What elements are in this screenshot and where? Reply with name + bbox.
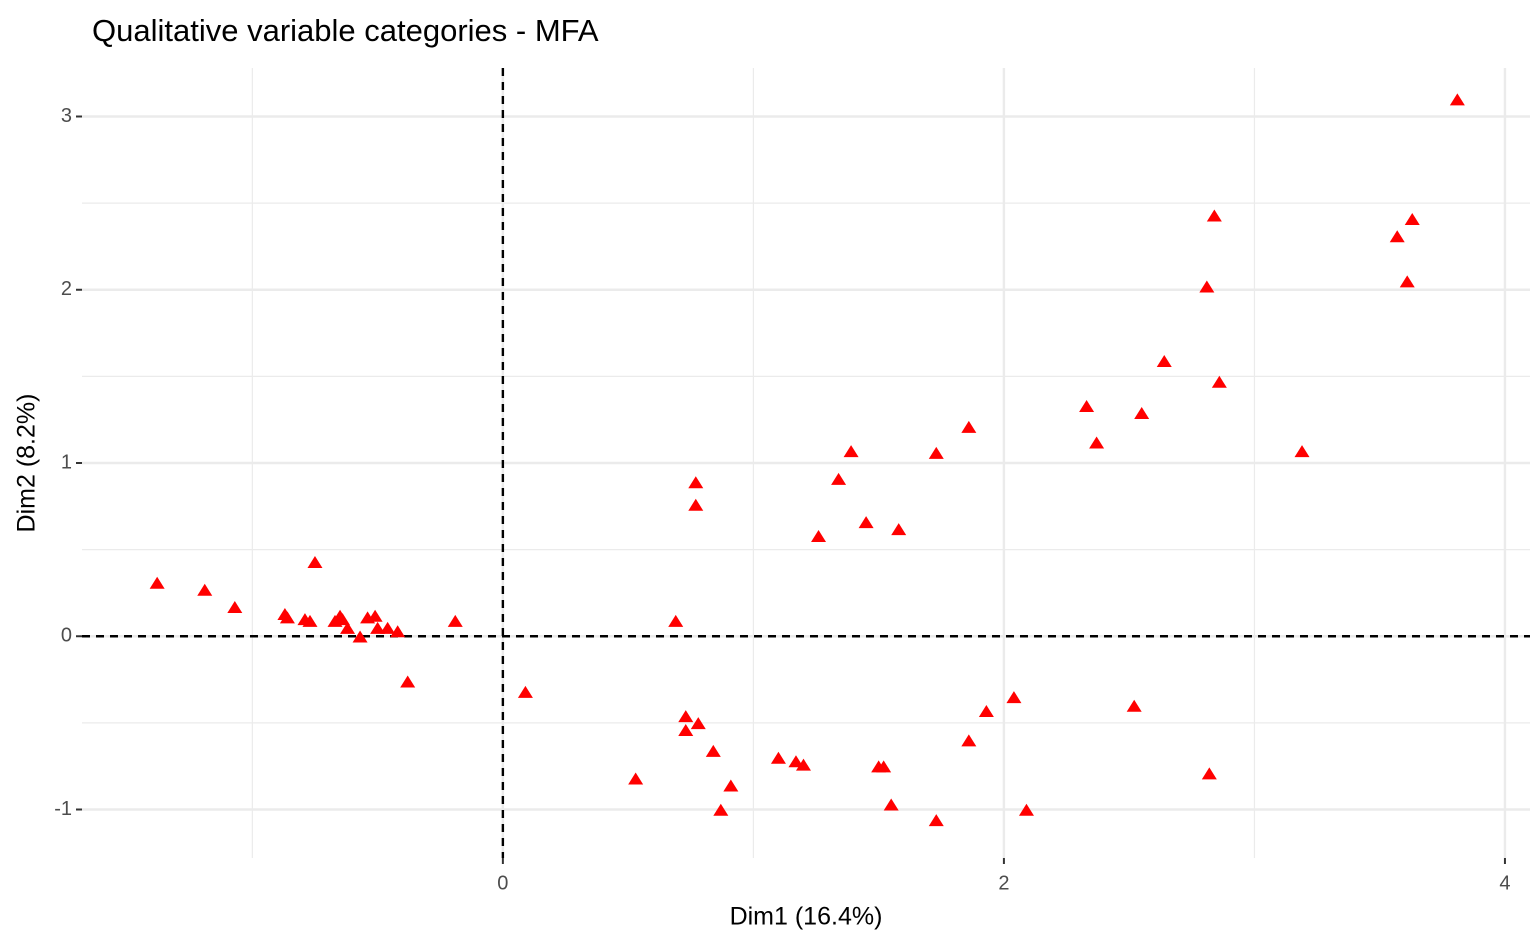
point (1404, 212, 1420, 225)
point (928, 814, 944, 827)
point (858, 516, 874, 529)
point (1134, 406, 1150, 419)
point (978, 704, 994, 717)
point (340, 621, 356, 634)
point (352, 630, 368, 643)
point (770, 751, 786, 764)
x-tick-label: 2 (998, 872, 1009, 894)
point (843, 445, 859, 458)
point (149, 576, 165, 589)
y-axis-title: Dim2 (8.2%) (13, 394, 41, 533)
point (1126, 699, 1142, 712)
point (1206, 209, 1222, 222)
point (678, 710, 694, 723)
point (690, 717, 706, 730)
point (380, 621, 396, 634)
point (1089, 436, 1105, 449)
point (628, 772, 644, 785)
point (370, 621, 386, 634)
point (302, 614, 318, 627)
point (795, 758, 811, 771)
point (367, 609, 383, 622)
point (400, 675, 416, 688)
point (788, 755, 804, 768)
point (1294, 445, 1310, 458)
y-tick-label: 0 (61, 625, 72, 647)
y-tick-label: 1 (61, 451, 72, 473)
point (961, 420, 977, 433)
x-tick-label: 0 (497, 872, 508, 894)
y-tick-label: 2 (61, 278, 72, 300)
point (883, 798, 899, 811)
point (447, 614, 463, 627)
chart-title: Qualitative variable categories - MFA (92, 13, 599, 48)
point (831, 472, 847, 485)
point (1211, 375, 1227, 388)
x-tick-label: 4 (1499, 872, 1510, 894)
point (227, 601, 243, 614)
point (1389, 230, 1405, 243)
point (517, 685, 533, 698)
point (197, 583, 213, 596)
point (1156, 355, 1172, 368)
point (876, 760, 892, 773)
point (688, 498, 704, 511)
point (1399, 275, 1415, 288)
y-tick-label: 3 (61, 105, 72, 127)
point (1079, 400, 1095, 413)
point (279, 611, 295, 624)
point (928, 446, 944, 459)
point (961, 734, 977, 747)
point (1006, 691, 1022, 704)
point (1449, 93, 1465, 106)
point (705, 744, 721, 757)
point (668, 614, 684, 627)
point (1201, 767, 1217, 780)
point (891, 523, 907, 536)
point (1018, 803, 1034, 816)
x-axis-title: Dim1 (16.4%) (730, 903, 883, 931)
point (713, 803, 729, 816)
point (723, 779, 739, 792)
point (678, 724, 694, 737)
point (307, 555, 323, 568)
point (390, 625, 406, 638)
point (811, 529, 827, 542)
y-tick-label: -1 (54, 798, 72, 820)
point (688, 476, 704, 489)
point (1199, 280, 1215, 293)
point (335, 613, 351, 626)
